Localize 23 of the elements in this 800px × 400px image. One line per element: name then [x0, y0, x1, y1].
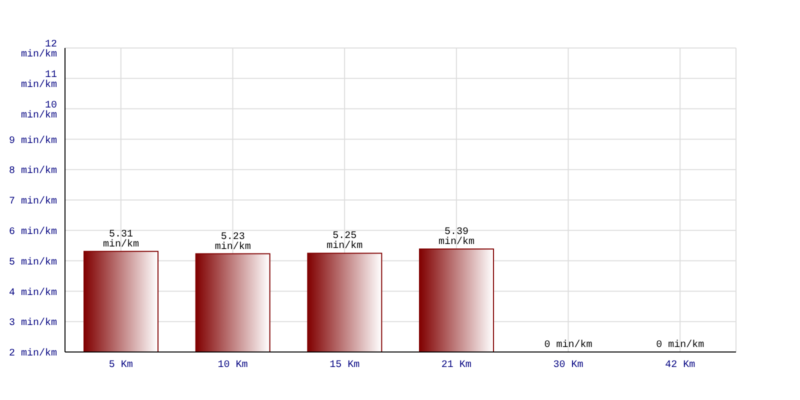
data-label: 5.25 min/km: [326, 231, 363, 252]
y-tick-label: 2 min/km: [8, 348, 57, 360]
y-tick-label: 7 min/km: [8, 196, 57, 208]
x-tick-label: 21 Km: [441, 360, 472, 372]
y-tick-label: 6 min/km: [8, 226, 57, 238]
data-label: 5.31 min/km: [102, 229, 140, 250]
y-tick-label: 5 min/km: [8, 256, 57, 268]
data-label: 5.39 min/km: [438, 226, 475, 248]
x-tick-label: 30 Km: [553, 360, 584, 372]
annotation: 0 min/km: [656, 339, 704, 351]
data-label: 5.23 min/km: [214, 232, 251, 253]
y-tick-label: 9 min/km: [8, 134, 57, 147]
x-tick-label: 5 Km: [108, 360, 133, 372]
y-tick-label: 4 min/km: [8, 286, 57, 299]
annotation: 0 min/km: [544, 339, 592, 351]
y-tick-label: 12 min/km: [20, 40, 57, 61]
y-tick-label: 3 min/km: [8, 317, 57, 330]
y-tick-label: 10 min/km: [20, 100, 57, 122]
x-tick-label: 15 Km: [330, 360, 360, 372]
y-tick-label: 11 min/km: [20, 70, 57, 91]
x-tick-label: 42 Km: [665, 360, 696, 372]
y-tick-label: 8 min/km: [8, 165, 57, 178]
x-tick-label: 10 Km: [218, 360, 248, 372]
